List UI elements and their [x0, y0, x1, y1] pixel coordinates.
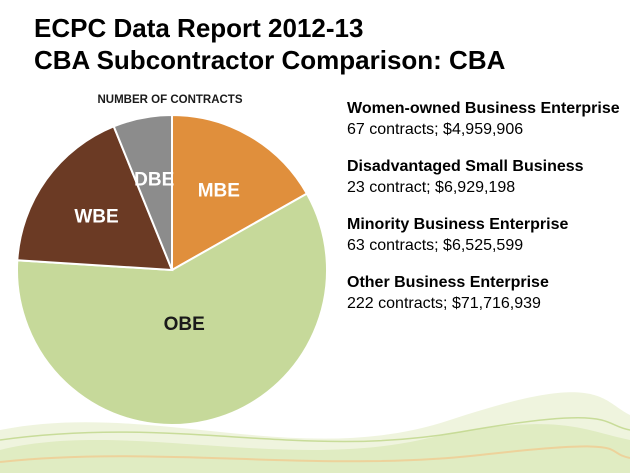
legend-entry-wbe: Women-owned Business Enterprise 67 contr… [347, 98, 622, 140]
pie-labels: MBE OBE WBE DBE [74, 170, 240, 335]
title-line-1: ECPC Data Report 2012-13 [34, 13, 364, 43]
legend-entry-name: Other Business Enterprise [347, 274, 549, 291]
legend: Women-owned Business Enterprise 67 contr… [347, 98, 622, 330]
pie-slice-mbe [171, 113, 309, 272]
legend-entry-value: 63 contracts; $6,525,599 [347, 237, 524, 254]
legend-entry-name: Women-owned Business Enterprise [347, 100, 620, 117]
pie-slices [16, 113, 328, 426]
legend-entry-mbe: Minority Business Enterprise 63 contract… [347, 214, 622, 256]
pie-label-dbe: DBE [134, 170, 174, 191]
legend-entry-name: Minority Business Enterprise [347, 216, 569, 233]
pie-label-mbe: MBE [198, 181, 240, 202]
pie-label-obe: OBE [164, 314, 205, 335]
pie-slice-dbe [112, 113, 173, 271]
pie-slice-obe [16, 192, 328, 426]
legend-entry-value: 222 contracts; $71,716,939 [347, 295, 541, 312]
legend-entry-dbe: Disadvantaged Small Business 23 contract… [347, 156, 622, 198]
legend-entry-value: 67 contracts; $4,959,906 [347, 121, 524, 138]
legend-entry-value: 23 contract; $6,929,198 [347, 179, 516, 196]
pie-label-wbe: WBE [74, 207, 118, 228]
chart-title: NUMBER OF CONTRACTS [97, 94, 242, 106]
legend-entry-obe: Other Business Enterprise 222 contracts;… [347, 272, 622, 314]
title-line-2: CBA Subcontractor Comparison: CBA [34, 45, 506, 75]
pie-slice-wbe [16, 125, 174, 272]
legend-entry-name: Disadvantaged Small Business [347, 158, 584, 175]
